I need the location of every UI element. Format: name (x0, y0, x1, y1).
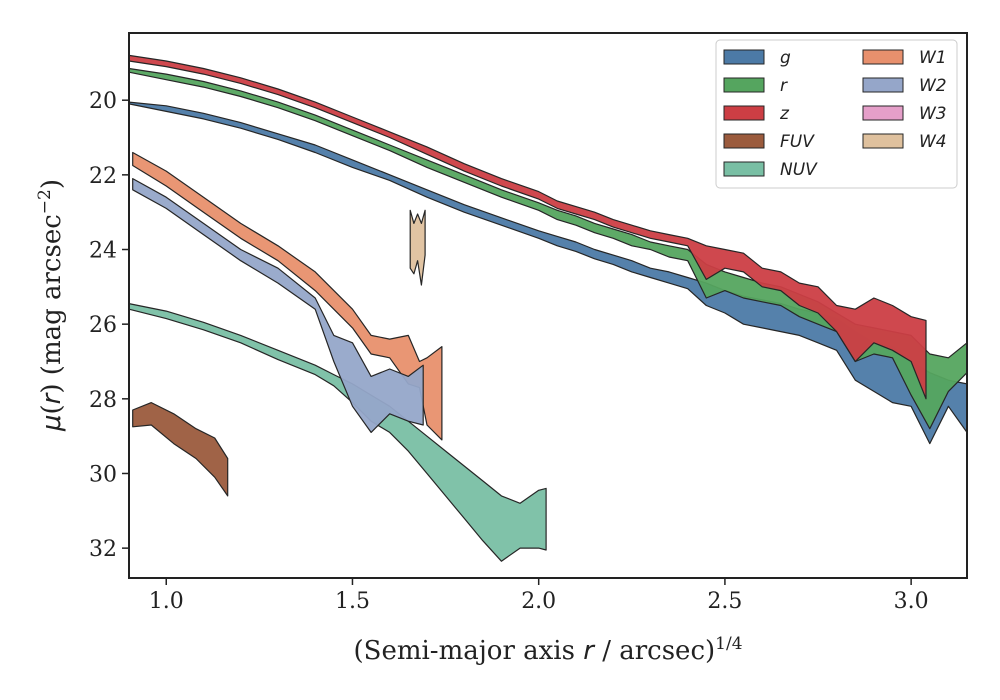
plot-frame (128, 32, 968, 579)
y-tick-label: 22 (89, 164, 117, 189)
y-tick-label: 30 (89, 462, 117, 487)
legend-swatch-w4 (862, 133, 904, 149)
legend-swatch-w2 (862, 77, 904, 93)
legend-label-w4: W4 (919, 132, 947, 152)
legend-label-w2: W2 (919, 76, 947, 96)
y-tick-label: 20 (89, 89, 117, 114)
x-tick-label: 2.5 (707, 589, 742, 614)
y-tick-label: 24 (89, 239, 117, 264)
x-tick-label: 1.0 (149, 589, 184, 614)
legend-box (715, 39, 958, 189)
y-tick-label: 32 (89, 537, 117, 562)
y-axis-label: μ(r) (mag arcsec−2) (35, 179, 67, 432)
legend-label-r: r (780, 76, 788, 96)
legend-swatch-nuv (723, 161, 765, 177)
legend-label-z: z (779, 104, 790, 124)
y-tick-label: 28 (89, 388, 117, 413)
legend-swatch-w1 (862, 49, 904, 65)
legend-swatch-r (723, 77, 765, 93)
legend-swatch-fuv (723, 133, 765, 149)
legend-label-fuv: FUV (780, 132, 815, 152)
x-axis-label: (Semi-major axis r / arcsec)1/4 (353, 634, 742, 666)
legend-label-nuv: NUV (780, 160, 818, 180)
legend: grz FUV NUV W1 W2 W3 W4 (715, 39, 958, 189)
legend-swatch-z (723, 105, 765, 121)
legend-swatch-g (723, 49, 765, 65)
y-tick-label: 26 (89, 313, 117, 338)
y-axis-ticks: 20 22 24 26 28 30 32 (89, 89, 129, 562)
legend-swatch-w3 (862, 105, 904, 121)
x-tick-label: 1.5 (335, 589, 370, 614)
band-fuv (132, 402, 229, 497)
band-w4 (409, 209, 426, 286)
band-z (128, 54, 927, 400)
x-tick-label: 3.0 (894, 589, 929, 614)
band-w1 (132, 151, 443, 441)
band-w2 (132, 178, 424, 433)
x-axis-ticks: 1.0 1.5 2.0 2.5 3.0 (149, 578, 929, 614)
legend-label-g: g (780, 48, 791, 68)
legend-label-w3: W3 (919, 104, 947, 124)
x-tick-label: 2.0 (521, 589, 556, 614)
legend-label-w1: W1 (919, 48, 947, 68)
